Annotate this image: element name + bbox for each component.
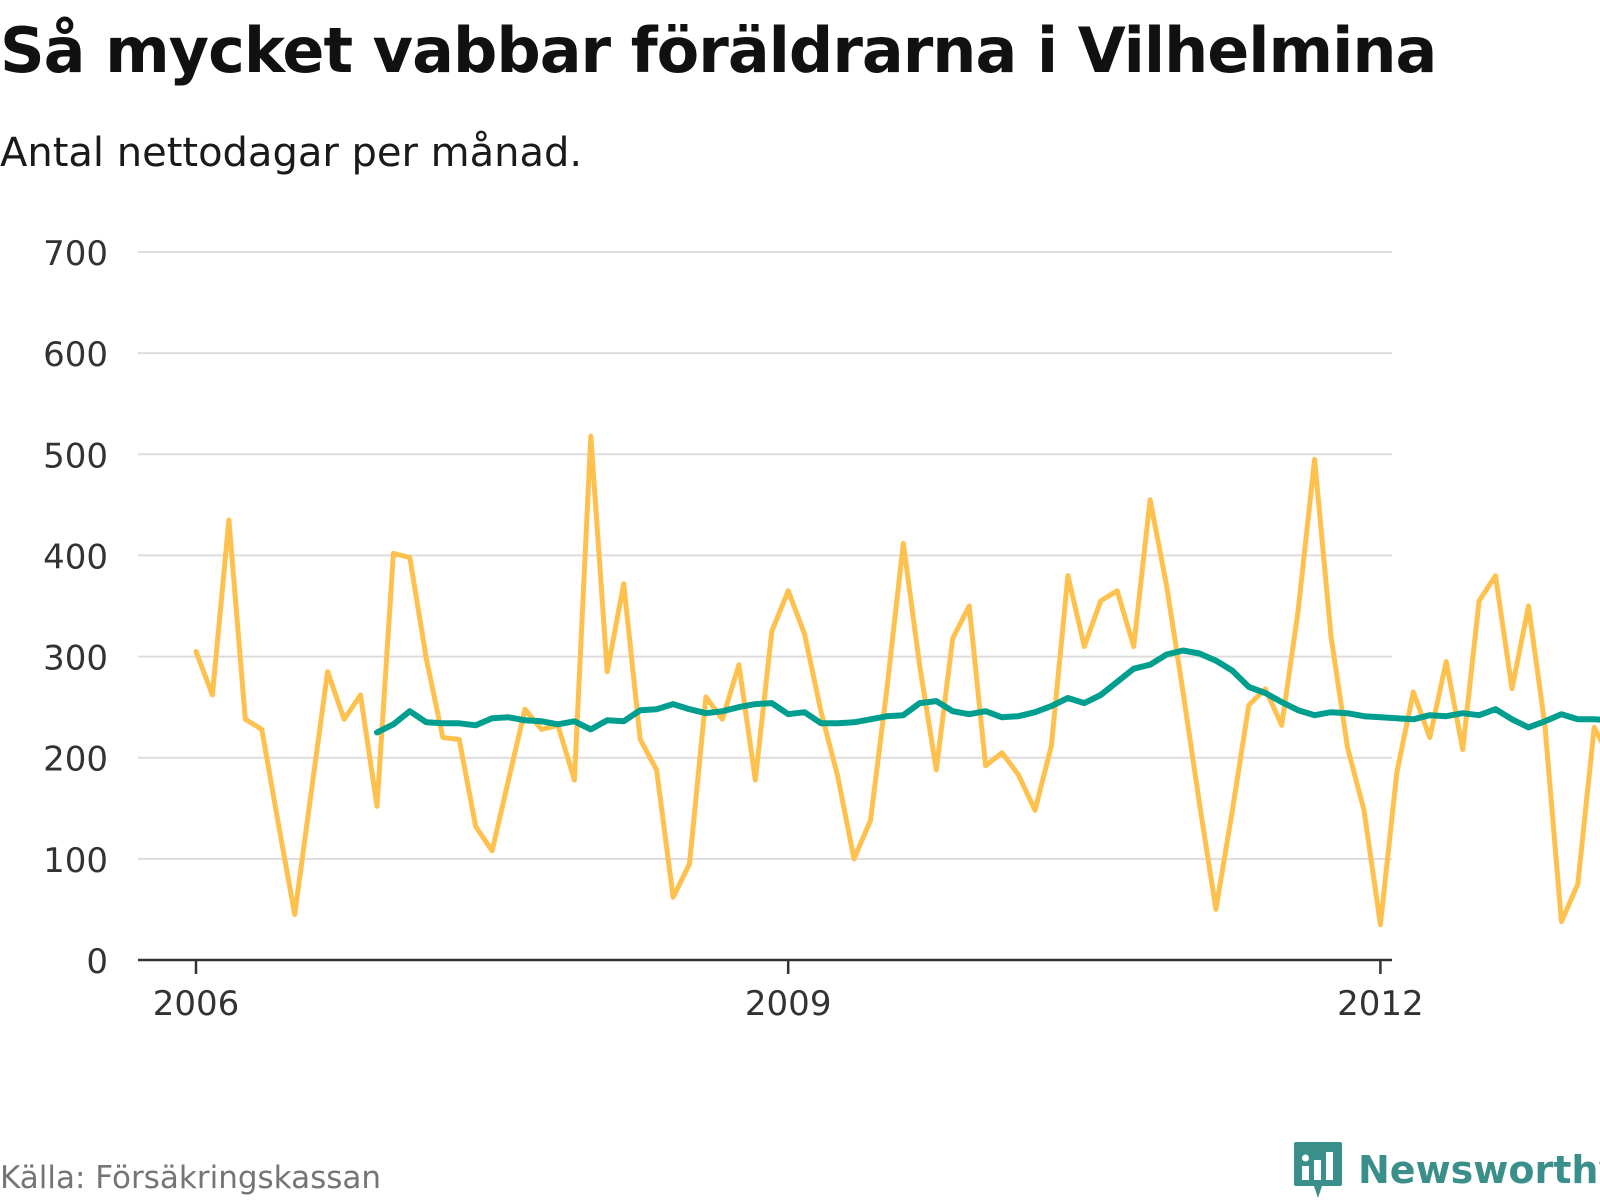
y-tick-label: 500	[43, 436, 108, 476]
chart-title: Så mycket vabbar föräldrarna i Vilhelmin…	[0, 14, 1437, 87]
y-tick-label: 0	[86, 942, 108, 982]
y-tick-label: 300	[43, 639, 108, 679]
y-axis-labels: 0 100 200 300 400 500 600 700	[43, 234, 108, 982]
x-tick-label: 2006	[153, 984, 240, 1024]
source-note: Källa: Försäkringskassan	[0, 1160, 382, 1196]
x-axis	[138, 958, 1392, 974]
grid-lines	[138, 251, 1392, 860]
y-tick-label: 100	[43, 841, 108, 881]
y-tick-label: 600	[43, 335, 108, 375]
brand-logo: Newsworthy	[1292, 1140, 1600, 1200]
x-axis-labels: 2006200920122015201820212023	[153, 984, 1424, 1024]
y-tick-label: 700	[43, 234, 108, 274]
newsworthy-logo-icon	[1294, 1142, 1342, 1198]
x-tick-label: 2012	[1337, 984, 1424, 1024]
series-line-per-manad	[193, 433, 1600, 928]
y-tick-label: 200	[43, 740, 108, 780]
y-tick-label: 400	[43, 537, 108, 577]
chart-subtitle: Antal nettodagar per månad.	[0, 130, 583, 176]
brand-name: Newsworthy	[1358, 1148, 1600, 1192]
series-line-trend	[374, 647, 1600, 736]
series-lines	[193, 433, 1600, 928]
x-tick-label: 2009	[745, 984, 832, 1024]
